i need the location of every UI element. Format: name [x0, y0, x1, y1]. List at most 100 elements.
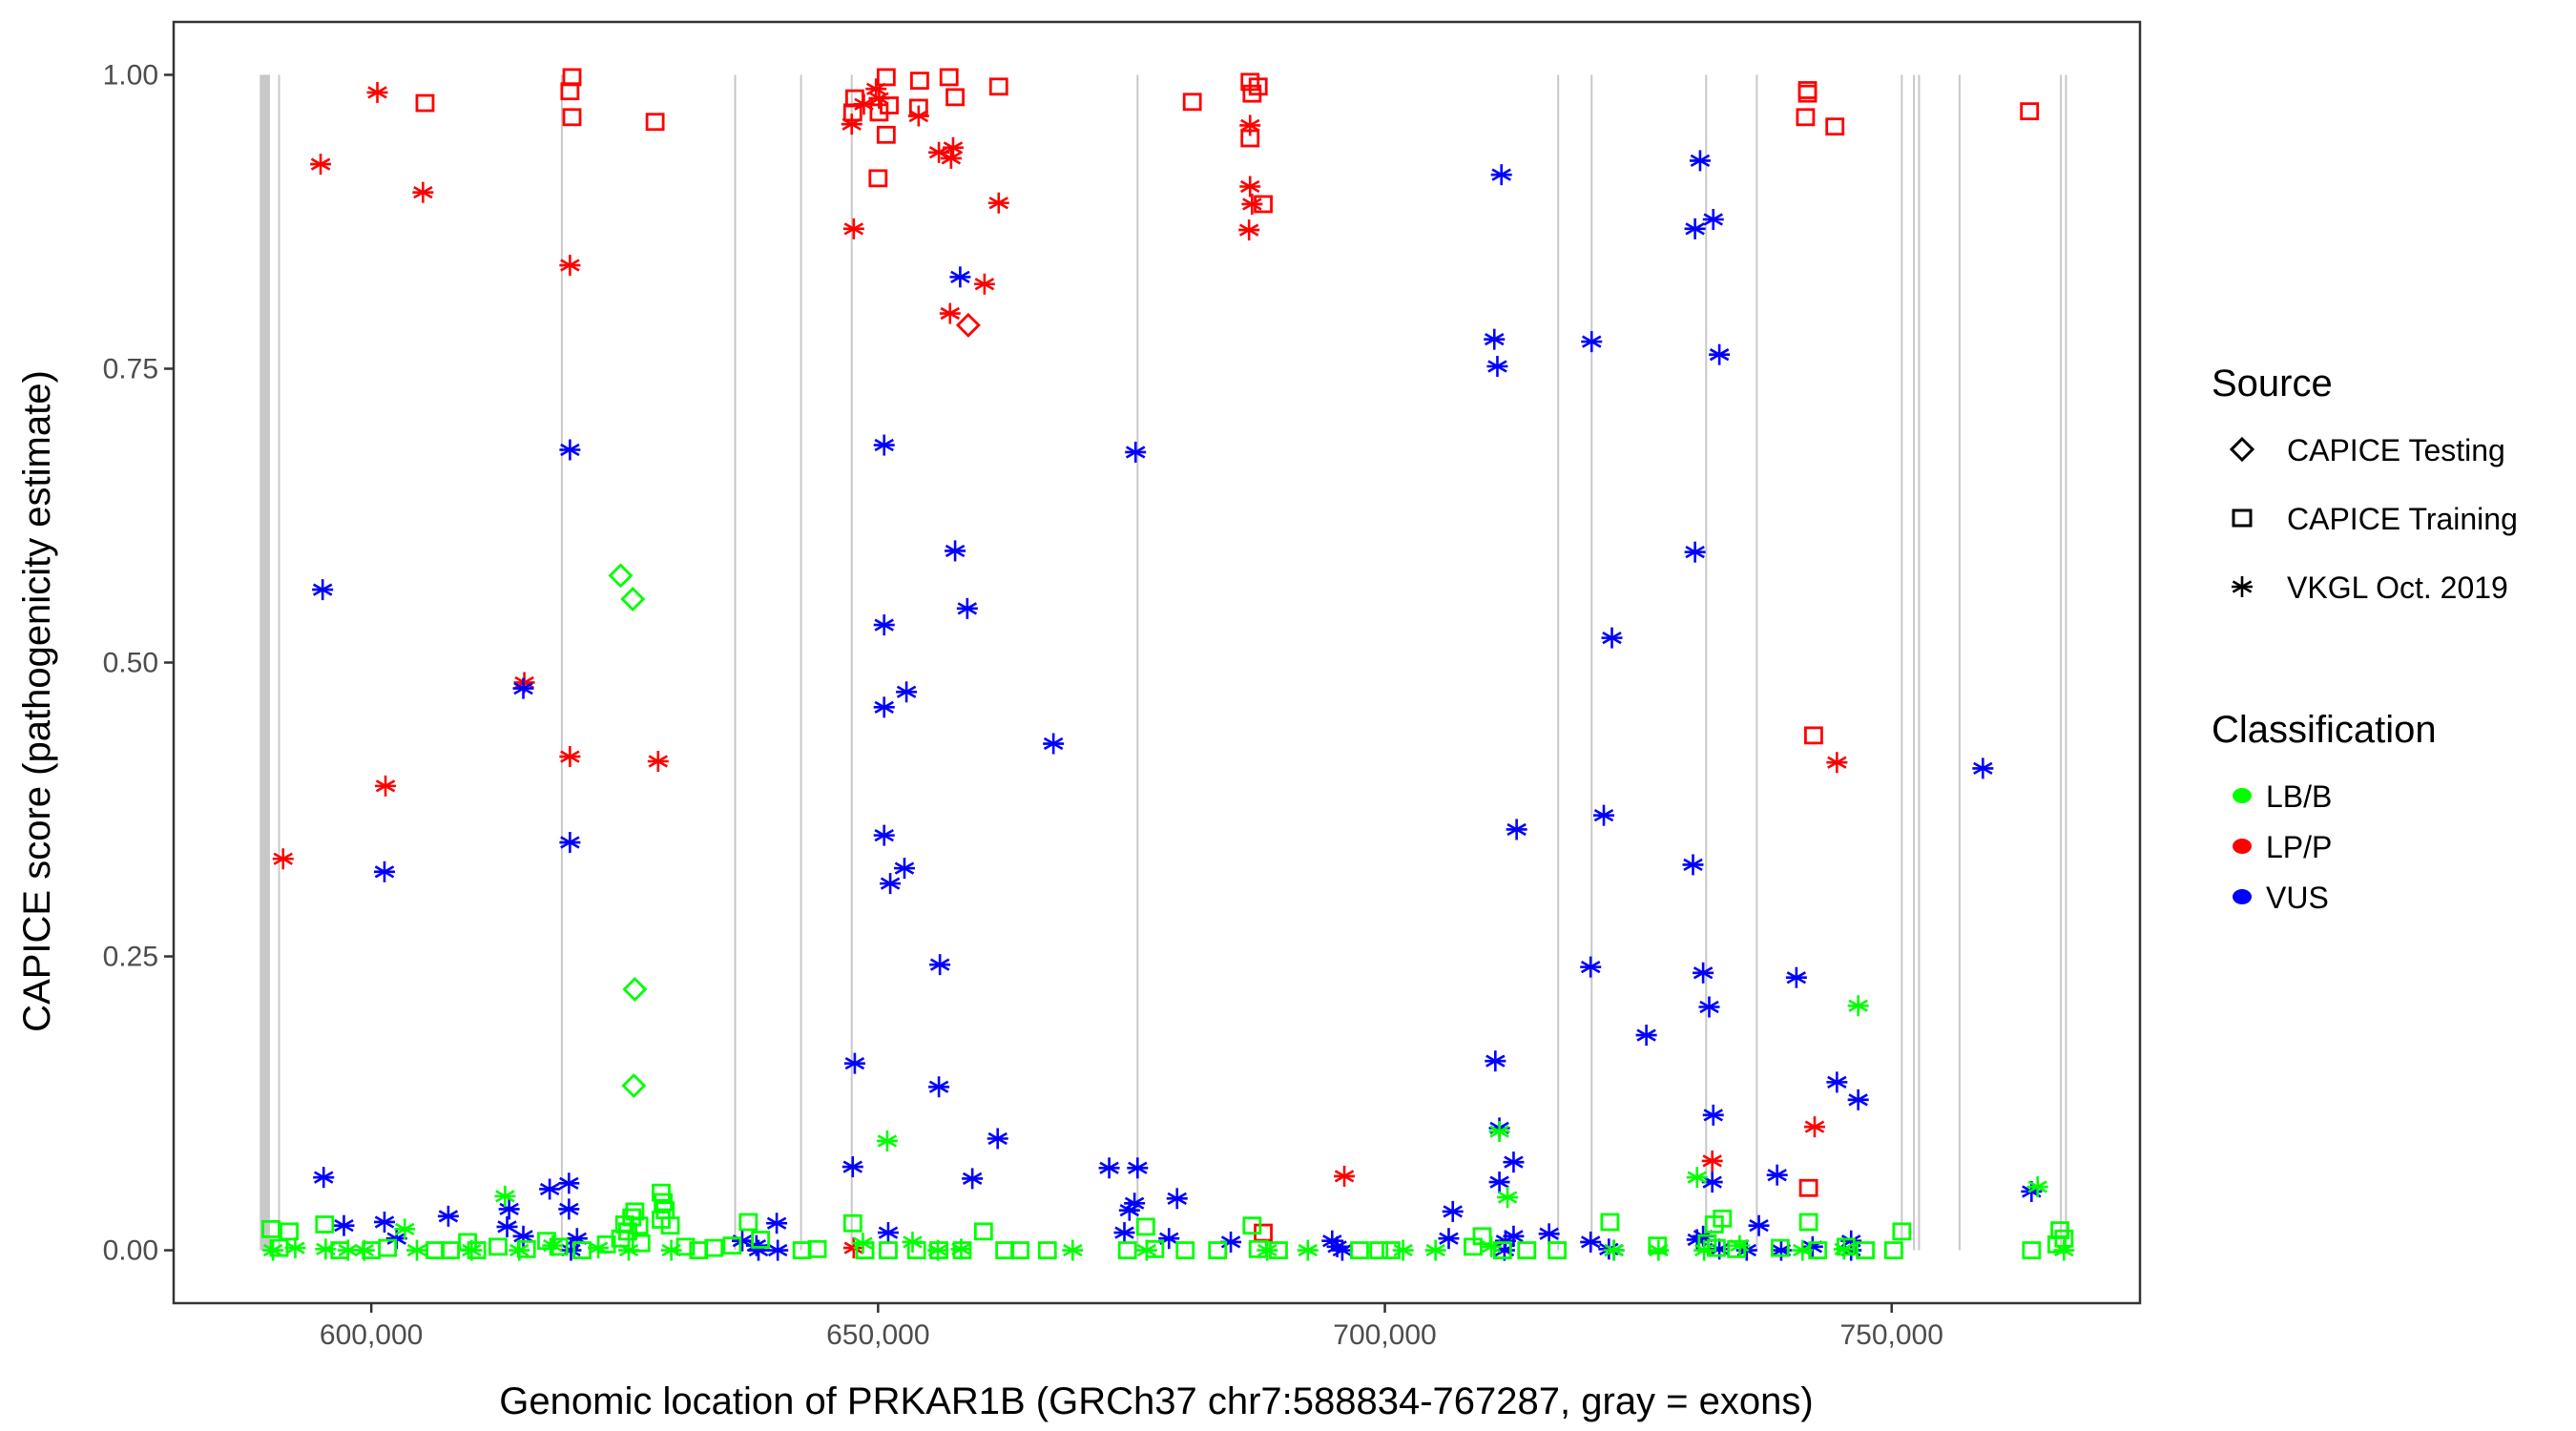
point-asterisk: [494, 1185, 516, 1207]
point-square: [315, 1215, 335, 1234]
legend: Source CAPICE Testing CAPICE Training VK…: [2212, 363, 2518, 915]
point-square: [910, 72, 929, 91]
point-square: [645, 113, 665, 132]
point-square: [1240, 129, 1260, 148]
point-asterisk: [310, 154, 332, 176]
point-asterisk: [559, 255, 581, 277]
point-asterisk: [945, 540, 966, 562]
point-asterisk: [1490, 164, 1512, 186]
point-square: [675, 1237, 696, 1256]
legend-label: CAPICE Training: [2287, 502, 2518, 536]
legend-label: LP/P: [2266, 830, 2332, 864]
point-square: [1248, 77, 1268, 96]
point-diamond: [621, 1073, 647, 1099]
point-asterisk: [767, 1239, 789, 1261]
point-asterisk: [873, 696, 895, 718]
x-tick-label: 750,000: [1839, 1319, 1942, 1351]
point-square: [562, 108, 582, 127]
y-tick-label: 0.50: [103, 648, 158, 679]
dot-icon: [2233, 889, 2252, 904]
point-square: [1037, 1241, 1057, 1259]
point-asterisk: [766, 1213, 788, 1234]
point-asterisk: [876, 1130, 898, 1151]
point-square: [973, 1222, 993, 1241]
point-square: [952, 1241, 972, 1259]
point-asterisk: [1484, 328, 1506, 350]
square-icon: [2232, 508, 2253, 528]
point-asterisk: [841, 1156, 863, 1178]
point-square: [1770, 1238, 1790, 1257]
point-square: [1182, 93, 1202, 112]
legend-label: LB/B: [2266, 779, 2332, 814]
point-diamond: [608, 563, 634, 589]
legend-item-capice-training: CAPICE Training: [2232, 502, 2518, 536]
point-square: [855, 1241, 875, 1259]
x-tick-label: 700,000: [1333, 1319, 1436, 1351]
point-asterisk: [1748, 1214, 1770, 1236]
point-square: [906, 1241, 926, 1259]
point-square: [1381, 1241, 1401, 1259]
point-square: [807, 1239, 827, 1258]
point-square: [537, 1232, 556, 1251]
point-asterisk: [366, 81, 388, 103]
x-tick-label: 600,000: [320, 1319, 423, 1351]
point-square: [488, 1237, 508, 1256]
asterisk-icon: [2232, 576, 2253, 597]
point-square: [1796, 108, 1816, 127]
point-square: [908, 98, 928, 117]
point-asterisk: [313, 1167, 335, 1189]
point-asterisk: [1503, 1225, 1525, 1247]
point-asterisk: [873, 824, 895, 846]
point-asterisk: [1682, 854, 1704, 876]
point-asterisk: [558, 1172, 580, 1194]
point-asterisk: [1801, 1235, 1823, 1257]
point-asterisk: [1785, 966, 1807, 988]
point-square: [1707, 1238, 1726, 1257]
point-diamond: [620, 586, 646, 612]
legend-title-source: Source: [2212, 363, 2333, 404]
point-asterisk: [1166, 1188, 1188, 1210]
point-square: [1808, 1241, 1828, 1259]
point-asterisk: [1684, 218, 1706, 239]
dot-icon: [2233, 839, 2252, 854]
point-asterisk: [1438, 1228, 1460, 1250]
point-asterisk: [1043, 733, 1065, 755]
point-asterisk: [647, 750, 669, 772]
point-asterisk: [1689, 150, 1711, 172]
point-square: [995, 1241, 1015, 1259]
point-square: [1600, 1213, 1620, 1232]
point-asterisk: [873, 614, 895, 636]
point-square: [415, 93, 435, 113]
point-square: [1883, 1241, 1903, 1259]
point-square: [572, 1241, 592, 1259]
legend-title-classification: Classification: [2212, 709, 2437, 751]
point-asterisk: [1701, 1150, 1723, 1172]
point-square: [1727, 1239, 1747, 1258]
point-asterisk: [1580, 1231, 1602, 1253]
point-asterisk: [1593, 804, 1615, 826]
point-square: [1248, 1239, 1268, 1258]
point-asterisk: [373, 861, 395, 882]
point-square: [876, 68, 896, 87]
point-asterisk: [1488, 1172, 1510, 1193]
point-asterisk: [498, 1198, 520, 1220]
point-square: [1704, 1215, 1724, 1234]
x-axis-title: Genomic location of PRKAR1B (GRCh37 chr7…: [499, 1380, 1813, 1422]
point-square: [1472, 1227, 1492, 1246]
point-asterisk: [559, 832, 581, 854]
point-asterisk: [272, 848, 294, 870]
y-tick-label: 0.00: [103, 1235, 158, 1267]
point-asterisk: [1702, 208, 1724, 230]
point-square: [1010, 1241, 1029, 1259]
point-asterisk: [1972, 757, 1994, 779]
point-asterisk: [1698, 996, 1720, 1018]
point-asterisk: [1506, 819, 1527, 840]
point-asterisk: [1485, 1050, 1506, 1072]
point-square: [1804, 726, 1823, 745]
point-asterisk: [880, 873, 902, 895]
point-asterisk: [560, 1239, 582, 1261]
point-square: [330, 1241, 350, 1259]
point-asterisk: [539, 1178, 561, 1200]
point-diamond: [622, 977, 648, 1003]
